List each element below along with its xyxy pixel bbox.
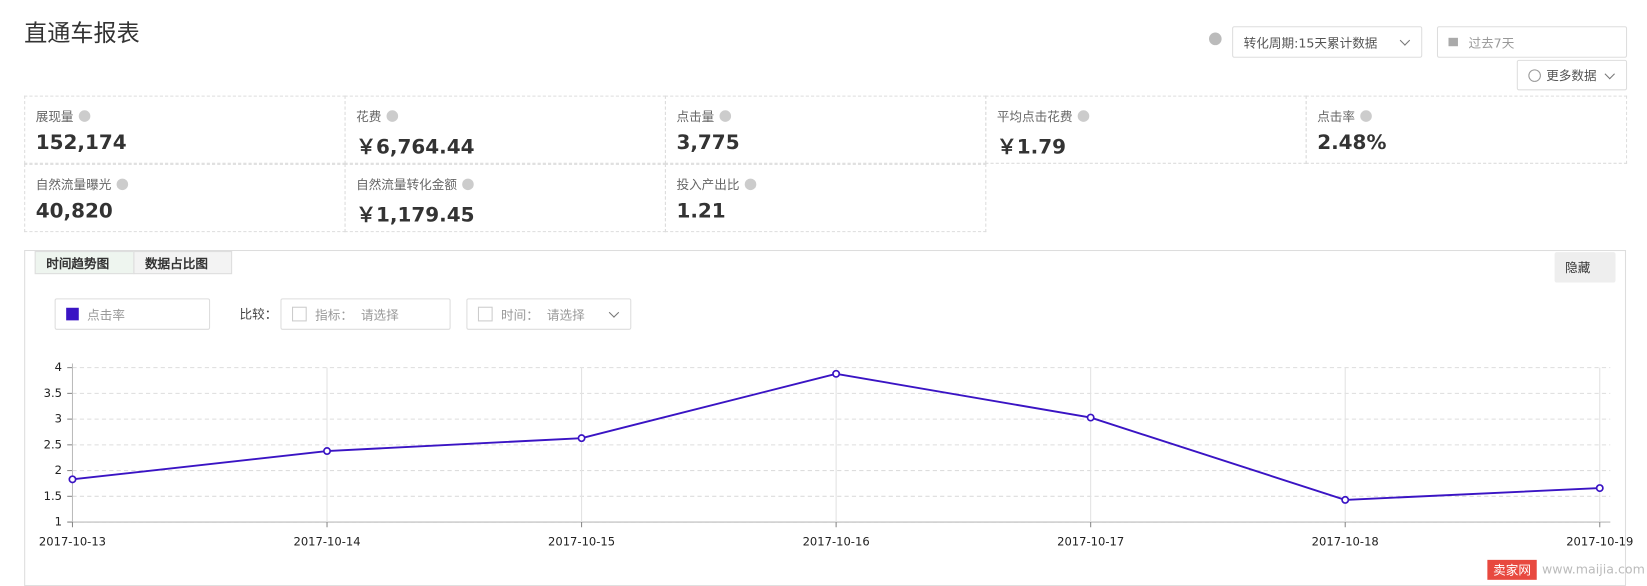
metric-value: 152,174	[35, 131, 127, 155]
info-icon	[1209, 32, 1222, 46]
metric-value: 3,775	[676, 131, 740, 155]
tab-label: 数据占比图	[144, 255, 208, 271]
checkbox[interactable]	[292, 306, 307, 322]
compare-time[interactable]: 时间： 请选择	[466, 298, 632, 330]
legend-swatch	[66, 307, 79, 321]
conversion-text: 转化周期:15天累计数据	[1243, 35, 1378, 50]
hide-button[interactable]: 隐藏	[1554, 252, 1616, 283]
help-icon	[1077, 110, 1090, 122]
more-data-text: 更多数据	[1546, 68, 1597, 83]
metric-label-row: 投入产出比	[676, 175, 985, 193]
legend-label: 点击率	[87, 307, 126, 322]
page-title: 直通车报表	[24, 21, 140, 48]
compare-metric[interactable]: 指标： 请选择	[280, 298, 451, 330]
metric-card: 平均点击花费 ￥1.79	[985, 95, 1307, 164]
x-tick-label: 2017-10-15	[548, 535, 615, 549]
gear-icon	[1528, 68, 1541, 82]
x-tick-label: 2017-10-16	[803, 535, 870, 549]
data-point	[577, 434, 586, 443]
conversion-dropdown[interactable]: 转化周期:15天累计数据	[1232, 26, 1423, 58]
compare-label: 比较：	[239, 306, 278, 322]
metric-card: 自然流量曝光 40,820	[24, 163, 346, 233]
metric-select[interactable]: 点击率	[54, 298, 211, 330]
metric-label-row: 点击量	[676, 107, 985, 125]
x-tick-label: 2017-10-13	[39, 535, 106, 549]
metric-value: ￥1.79	[996, 135, 1067, 159]
data-point	[1086, 413, 1095, 422]
help-icon	[78, 110, 91, 122]
ratio-tab[interactable]: 数据占比图	[133, 251, 233, 275]
date-text: 过去7天	[1468, 35, 1515, 50]
help-icon	[386, 110, 399, 122]
metric-label-row: 平均点击花费	[997, 107, 1306, 125]
help-icon	[116, 178, 129, 191]
help-icon	[1360, 110, 1372, 122]
data-point	[832, 369, 841, 378]
y-tick-label: 2	[55, 463, 62, 477]
help-icon	[462, 178, 474, 191]
trend-tab[interactable]: 时间趋势图	[34, 251, 135, 275]
watermark-url: www.maijia.com	[1541, 561, 1645, 577]
metric-label: 平均点击花费	[996, 109, 1073, 124]
x-tick-label: 2017-10-19	[1566, 535, 1633, 549]
watermark-badge: 卖家网	[1487, 559, 1537, 580]
metric-label-row: 花费	[356, 107, 665, 125]
metric-value: 2.48%	[1317, 131, 1387, 155]
data-point	[1595, 484, 1604, 493]
metric-card: 自然流量转化金额 ￥1,179.45	[344, 163, 666, 233]
metric-label: 投入产出比	[676, 177, 740, 193]
metric-value: ￥1,179.45	[356, 203, 475, 227]
metric-label: 自然流量转化金额	[356, 177, 457, 193]
help-icon	[744, 178, 757, 191]
metric-label: 自然流量曝光	[35, 177, 112, 193]
x-tick-label: 2017-10-17	[1057, 535, 1124, 549]
more-data-button[interactable]: 更多数据	[1516, 59, 1628, 91]
metric-value: 40,820	[35, 199, 113, 223]
help-icon	[719, 110, 732, 122]
data-point	[323, 447, 332, 456]
y-tick-label: 1	[55, 515, 62, 529]
metric-value: ￥6,764.44	[356, 135, 475, 159]
hide-text: 隐藏	[1565, 260, 1591, 276]
metric-card: 点击率 2.48%	[1305, 95, 1628, 164]
metric-label-row: 自然流量曝光	[36, 175, 345, 193]
metric-card: 花费 ￥6,764.44	[344, 95, 666, 164]
x-tick-label: 2017-10-14	[293, 535, 360, 549]
x-tick-label: 2017-10-18	[1312, 535, 1379, 549]
metric-card: 投入产出比 1.21	[664, 163, 987, 233]
metric-label: 点击量	[676, 109, 715, 124]
y-tick-label: 3	[55, 412, 62, 426]
metric-label-row: 点击率	[1317, 107, 1626, 125]
metric-value: 1.21	[676, 199, 726, 223]
data-point	[1341, 495, 1350, 504]
metric-card: 展现量 152,174	[24, 95, 346, 164]
compare-time-text: 时间： 请选择	[501, 307, 585, 322]
metric-card: 点击量 3,775	[664, 95, 987, 164]
y-tick-label: 4	[55, 360, 62, 374]
metric-label-row: 展现量	[36, 107, 345, 125]
metric-label: 花费	[356, 109, 382, 124]
checkbox[interactable]	[477, 306, 493, 322]
metric-label: 点击率	[1317, 109, 1356, 124]
calendar-icon	[1448, 37, 1458, 47]
metric-label: 展现量	[35, 109, 74, 124]
metric-label-row: 自然流量转化金额	[356, 175, 665, 193]
data-point	[68, 475, 77, 484]
y-tick-label: 3.5	[44, 386, 62, 400]
date-range[interactable]: 过去7天	[1436, 26, 1628, 58]
compare-metric-text: 指标： 请选择	[315, 307, 399, 322]
y-tick-label: 2.5	[44, 437, 62, 451]
tab-label: 时间趋势图	[46, 255, 110, 271]
y-tick-label: 1.5	[44, 489, 62, 503]
